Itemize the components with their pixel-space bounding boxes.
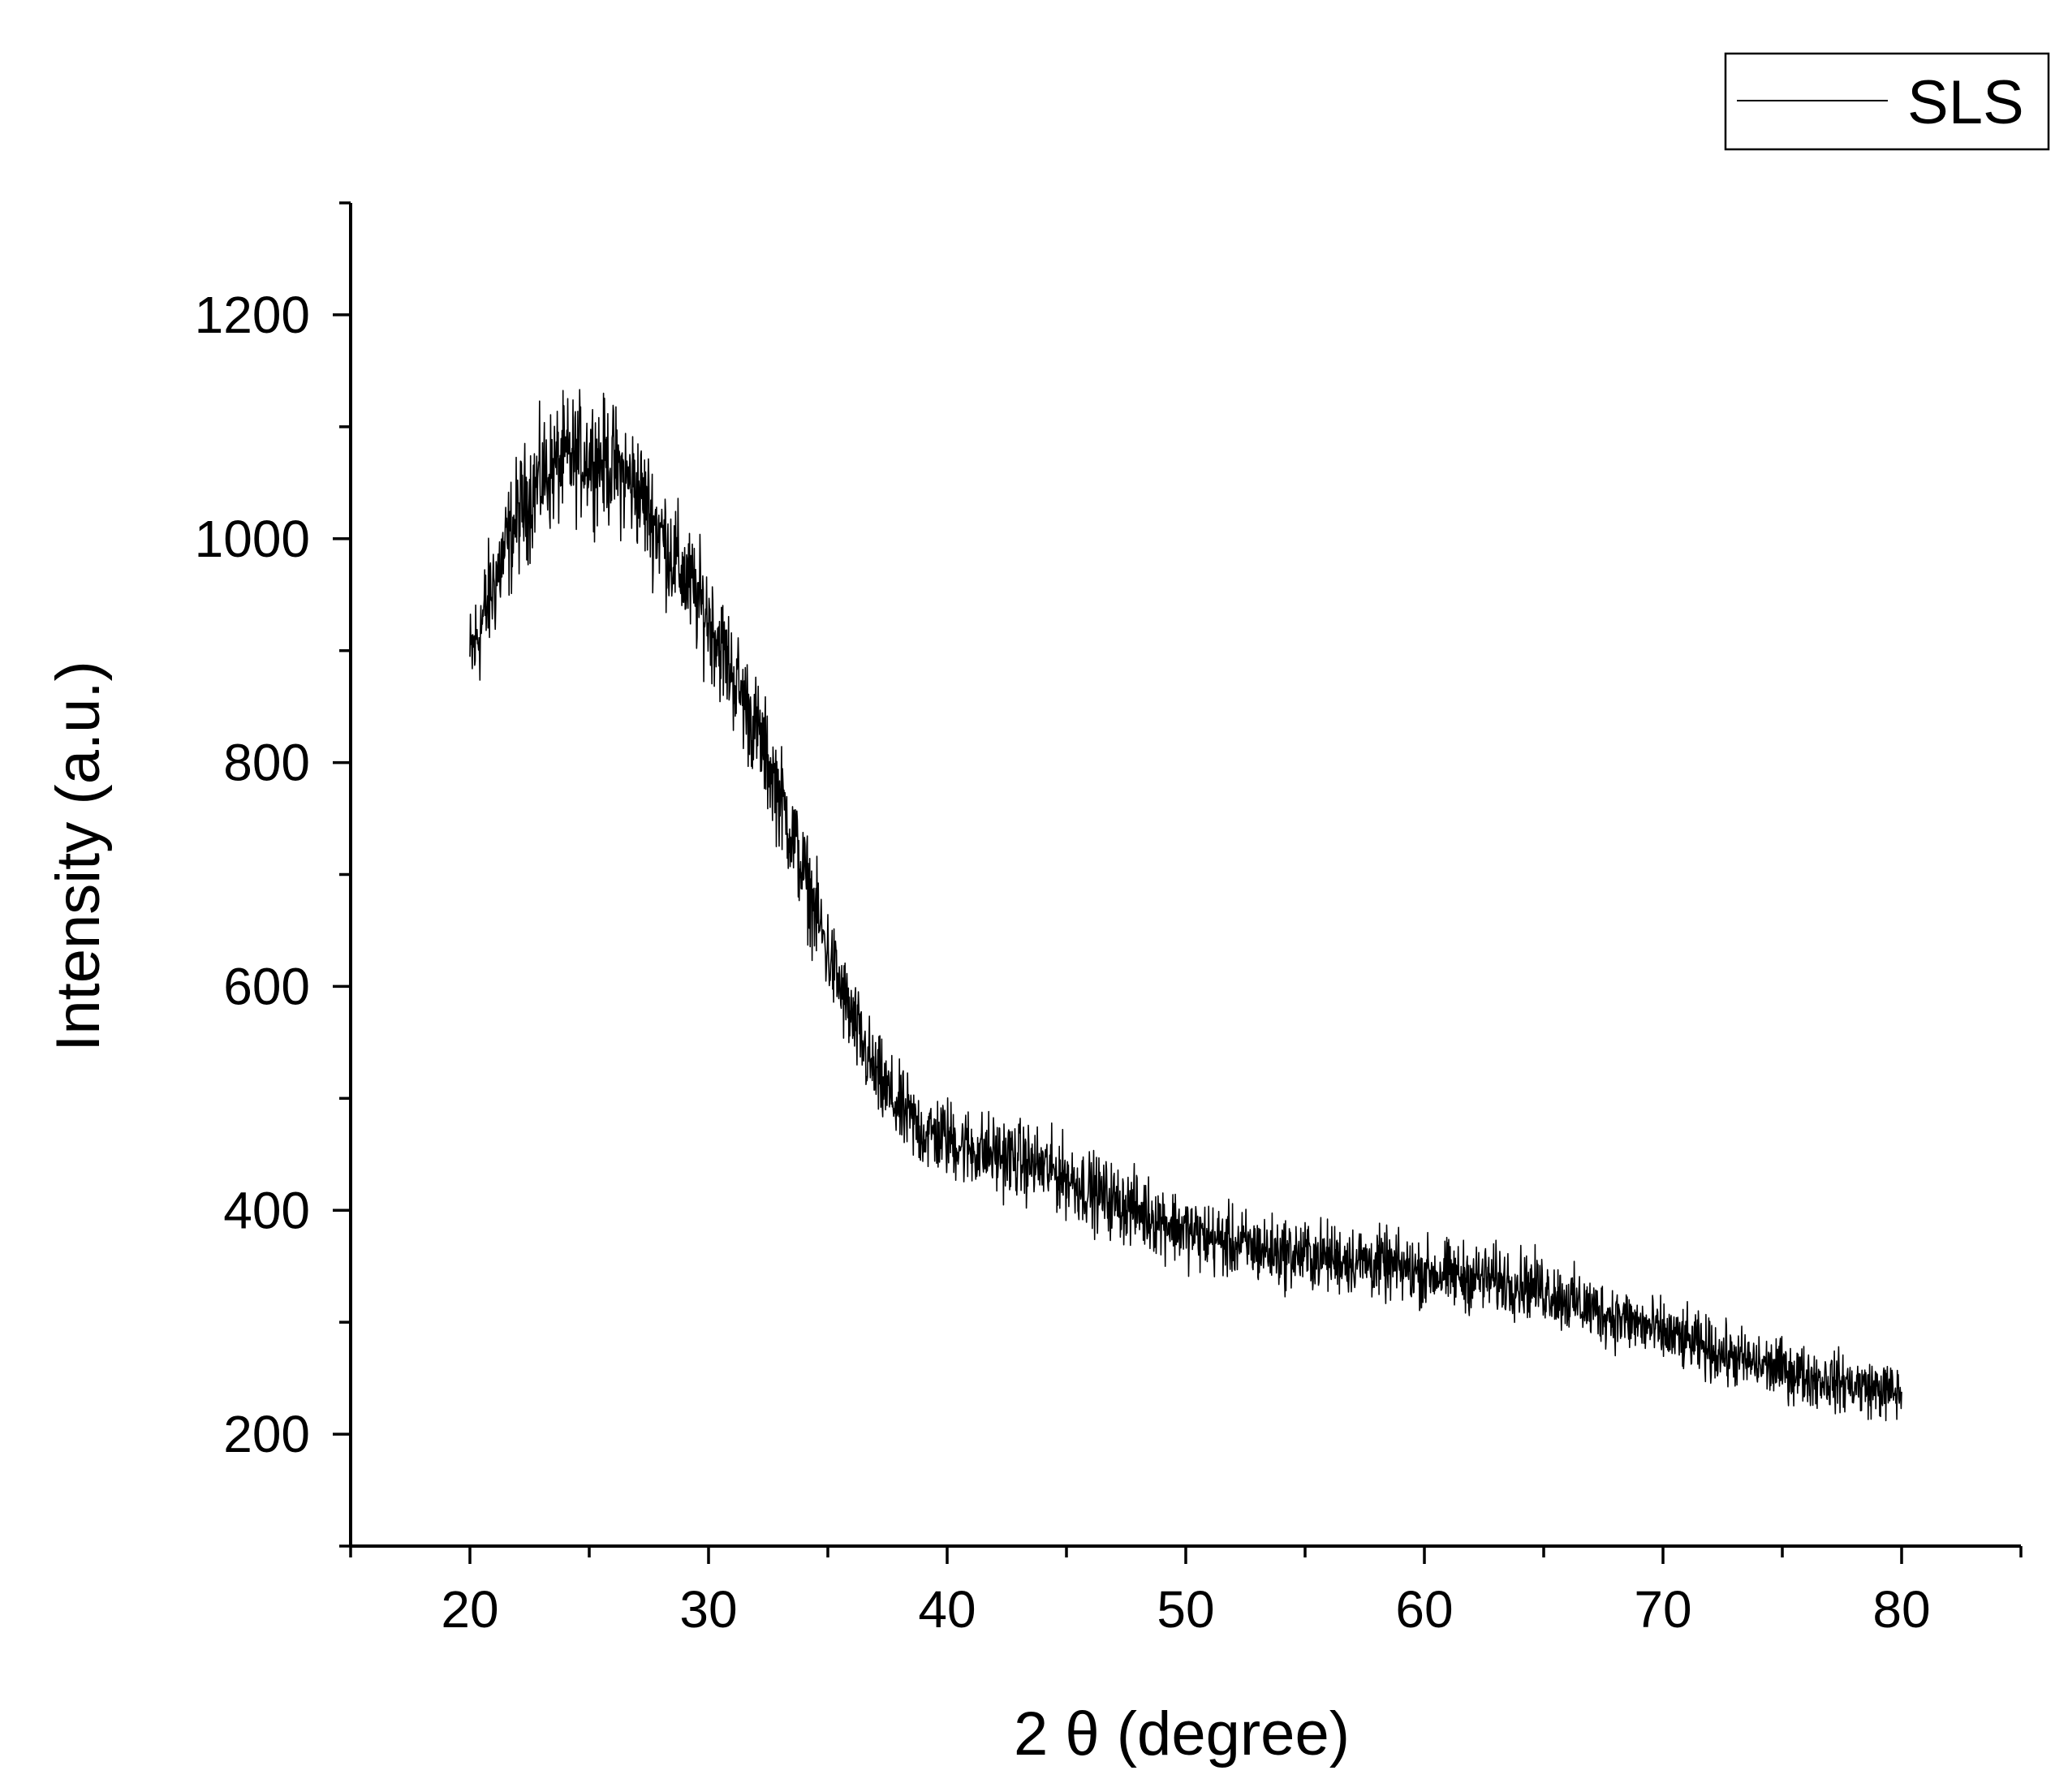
legend: SLS	[1724, 52, 2050, 151]
x-axis-title: 2 θ (degree)	[1014, 1699, 1350, 1768]
legend-label: SLS	[1907, 68, 2024, 137]
y-tick-label: 1200	[195, 286, 310, 344]
y-tick-label: 800	[223, 734, 310, 792]
series-group	[469, 389, 1902, 1422]
y-tick-label: 1000	[195, 510, 310, 568]
x-tick-label: 50	[1157, 1580, 1214, 1639]
x-tick-label: 30	[679, 1580, 737, 1639]
y-tick-label: 200	[223, 1405, 310, 1463]
x-tick-label: 70	[1634, 1580, 1691, 1639]
x-tick-label: 80	[1872, 1580, 1930, 1639]
x-tick-label: 60	[1395, 1580, 1453, 1639]
x-tick-label: 20	[441, 1580, 498, 1639]
tick-labels-group: 20 30 40 50 60 70 80 200 400 600 800 1000 1200	[195, 286, 1931, 1639]
y-tick-label: 600	[223, 957, 310, 1015]
axes-group	[349, 203, 2021, 1548]
x-tick-label: 40	[918, 1580, 976, 1639]
series-line-sls	[469, 389, 1902, 1422]
ticks-group	[333, 201, 2023, 1564]
y-axis-title: Intensity (a.u.)	[44, 661, 113, 1052]
y-tick-label: 400	[223, 1181, 310, 1239]
